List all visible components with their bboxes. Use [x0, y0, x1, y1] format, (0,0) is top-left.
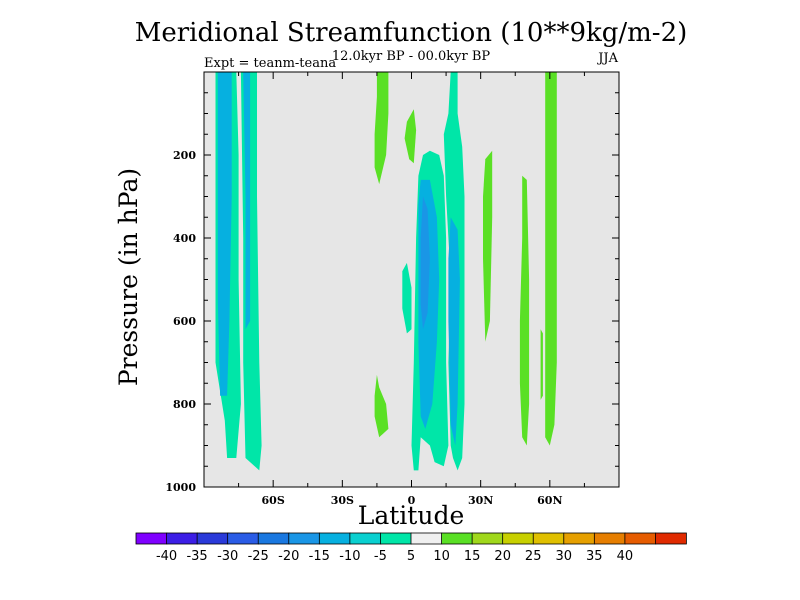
contour-region-13	[483, 150, 493, 342]
colorbar-swatch-12	[502, 532, 535, 545]
colorbar-label: 40	[617, 549, 634, 564]
colorbar-swatch-17	[655, 532, 687, 545]
colorbar-label: 10	[433, 549, 450, 564]
colorbar-swatch-6	[318, 532, 351, 545]
colorbar-label: -10	[339, 549, 360, 564]
contour-region-1	[217, 72, 232, 396]
y-axis-label: Pressure (in hPa)	[114, 168, 143, 386]
experiment-label: Expt = teanm-teana	[204, 56, 336, 71]
colorbar-swatch-14	[563, 532, 596, 545]
colorbar-swatch-9	[410, 532, 443, 545]
colorbar-label: -25	[248, 549, 269, 564]
y-tick-label: 600	[173, 315, 196, 328]
x-tick-label: 60S	[262, 494, 285, 507]
chart-subtitle: 12.0kyr BP - 00.0kyr BP	[332, 49, 491, 64]
colorbar-label: -35	[186, 549, 207, 564]
colorbar-swatch-5	[288, 532, 321, 545]
contour-region-5	[374, 374, 389, 438]
colorbar	[135, 532, 687, 545]
colorbar-label: -40	[156, 549, 177, 564]
colorbar-label: 30	[556, 549, 573, 564]
contour-region-16	[540, 329, 543, 400]
colorbar-label: 20	[494, 549, 511, 564]
x-axis-ticks: 60S 30S 0 30N 60N	[203, 72, 620, 507]
colorbar-swatch-2	[196, 532, 229, 545]
colorbar-swatch-7	[349, 532, 382, 545]
colorbar-swatch-13	[532, 532, 565, 545]
contour-region-14	[519, 175, 530, 446]
y-tick-label: 400	[173, 232, 196, 245]
colorbar-label: -30	[217, 549, 238, 564]
colorbar-swatch-4	[257, 532, 290, 545]
x-tick-label: 0	[408, 494, 416, 507]
colorbar-label: -5	[374, 549, 387, 564]
colorbar-swatch-0	[135, 532, 168, 545]
x-tick-label: 60N	[537, 494, 562, 507]
season-label: JJA	[596, 51, 618, 66]
colorbar-swatch-11	[471, 532, 504, 545]
colorbar-swatch-15	[593, 532, 626, 545]
colorbar-swatch-1	[166, 532, 198, 545]
contour-region-7	[402, 262, 412, 334]
x-axis-label: Latitude	[358, 501, 465, 530]
y-axis-ticks: 200 400 600 800 1000	[165, 71, 619, 494]
colorbar-swatch-10	[441, 532, 473, 545]
colorbar-label: 5	[407, 549, 415, 564]
contour-region-11	[420, 196, 430, 330]
y-tick-label: 800	[173, 398, 196, 411]
colorbar-swatch-8	[380, 532, 412, 545]
colorbar-label: -20	[278, 549, 299, 564]
contour-region-12	[448, 217, 460, 446]
contour-region-3	[243, 72, 251, 330]
chart-title: Meridional Streamfunction (10**9kg/m-2)	[135, 18, 688, 48]
y-tick-label: 1000	[165, 481, 196, 494]
colorbar-label: 15	[464, 549, 481, 564]
contour-regions	[215, 72, 557, 471]
colorbar-labels: -40 -35 -30 -25 -20 -15 -10 -5 5 10 15 20 25 30 35 40	[156, 549, 633, 564]
x-tick-label: 30N	[468, 494, 493, 507]
contour-region-6	[404, 109, 417, 164]
contour-region-15	[545, 72, 557, 446]
y-tick-label: 200	[173, 149, 196, 162]
colorbar-label: 25	[525, 549, 542, 564]
colorbar-label: 35	[586, 549, 603, 564]
colorbar-swatch-16	[624, 532, 657, 545]
colorbar-swatch-3	[227, 532, 260, 545]
colorbar-label: -15	[309, 549, 330, 564]
x-tick-label: 30S	[331, 494, 354, 507]
contour-region-4	[374, 72, 389, 185]
